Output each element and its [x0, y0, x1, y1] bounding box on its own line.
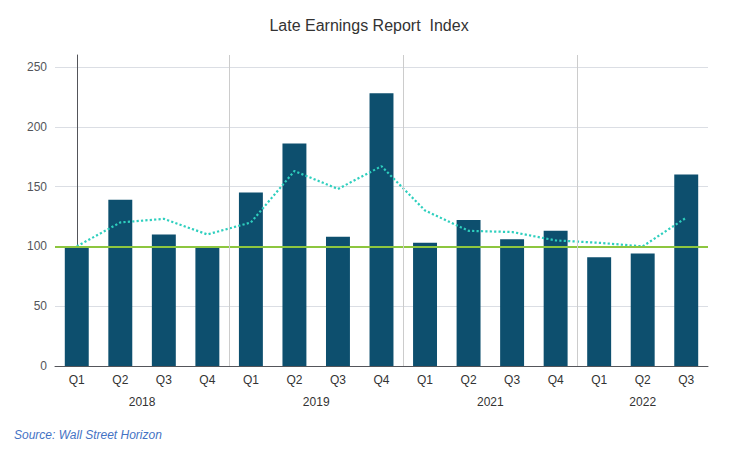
svg-text:Q1: Q1: [243, 373, 259, 387]
svg-text:2019: 2019: [303, 395, 330, 409]
svg-text:Q2: Q2: [461, 373, 477, 387]
svg-text:Source: Wall Street Horizon: Source: Wall Street Horizon: [14, 428, 162, 442]
svg-text:Q4: Q4: [548, 373, 564, 387]
svg-text:100: 100: [27, 239, 47, 253]
svg-text:150: 150: [27, 180, 47, 194]
svg-text:Q2: Q2: [112, 373, 128, 387]
svg-text:Q2: Q2: [635, 373, 651, 387]
svg-text:2018: 2018: [129, 395, 156, 409]
svg-text:50: 50: [34, 299, 48, 313]
svg-text:Q3: Q3: [504, 373, 520, 387]
svg-text:Q3: Q3: [678, 373, 694, 387]
svg-text:Q2: Q2: [286, 373, 302, 387]
svg-text:250: 250: [27, 60, 47, 74]
svg-text:0: 0: [40, 359, 47, 373]
svg-text:200: 200: [27, 120, 47, 134]
svg-text:2022: 2022: [629, 395, 656, 409]
svg-text:Q4: Q4: [373, 373, 389, 387]
svg-text:Q4: Q4: [199, 373, 215, 387]
svg-text:Q1: Q1: [417, 373, 433, 387]
svg-text:Q3: Q3: [330, 373, 346, 387]
svg-text:Q1: Q1: [591, 373, 607, 387]
svg-text:Q3: Q3: [156, 373, 172, 387]
svg-text:2021: 2021: [477, 395, 504, 409]
svg-text:Late Earnings Report Index: Late Earnings Report Index: [269, 17, 468, 34]
svg-text:Q1: Q1: [69, 373, 85, 387]
